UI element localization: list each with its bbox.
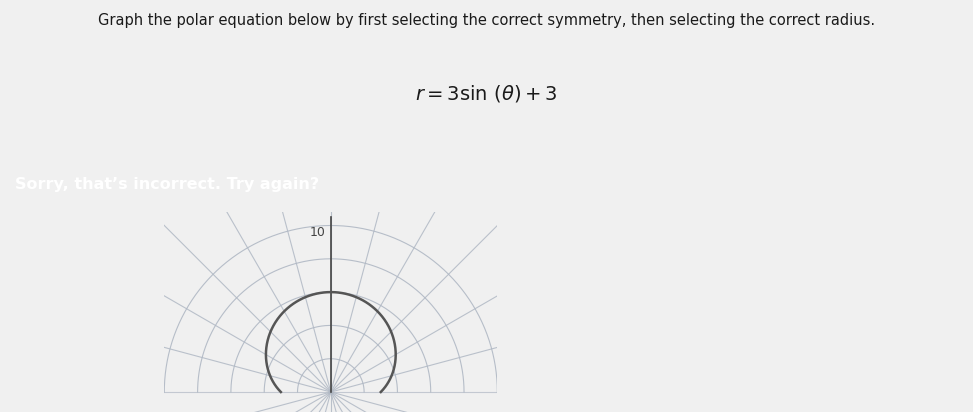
Text: $r = 3\sin\,(\theta) + 3$: $r = 3\sin\,(\theta) + 3$ xyxy=(415,84,558,104)
Text: 10: 10 xyxy=(310,225,326,239)
Text: Sorry, that’s incorrect. Try again?: Sorry, that’s incorrect. Try again? xyxy=(15,177,319,192)
Text: Graph the polar equation below by first selecting the correct symmetry, then sel: Graph the polar equation below by first … xyxy=(98,12,875,28)
